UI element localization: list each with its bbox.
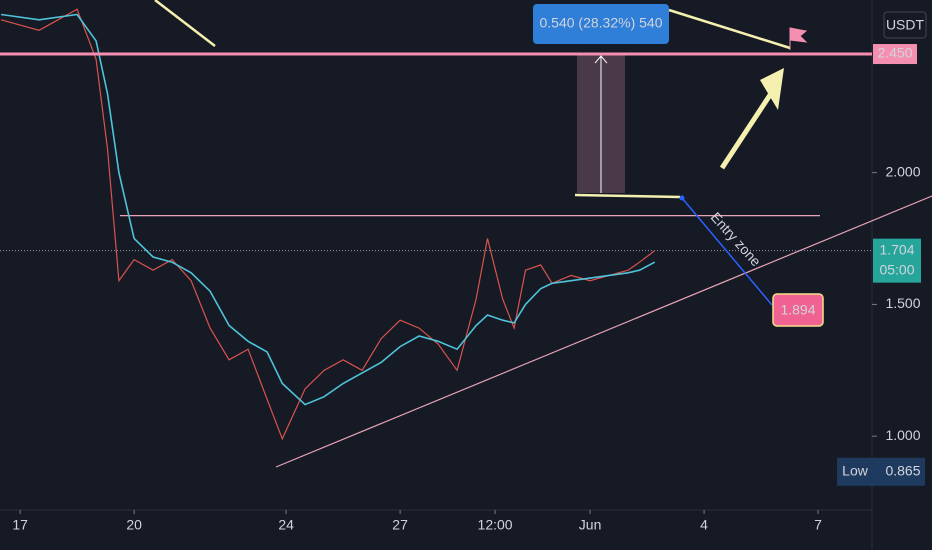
entry-line: [574, 193, 681, 199]
arrow-head: [760, 68, 784, 110]
y-tick-label: 2.000: [885, 163, 920, 179]
currency-box: [883, 11, 927, 39]
x-tick-label: Jun: [579, 517, 602, 533]
low-box: [837, 457, 873, 486]
currency: USDT: [886, 17, 925, 33]
entry-label: 1.894: [780, 302, 815, 318]
trendline: [275, 195, 932, 468]
target-label: 2.450: [877, 45, 912, 61]
measure-label-box: [533, 4, 669, 44]
x-tick-label: 4: [700, 517, 708, 533]
drawing-line: [668, 8, 791, 50]
y-tick-label: 1.000: [885, 427, 920, 443]
low-text: Low: [842, 462, 869, 478]
entry-label-box: [772, 293, 824, 327]
y-tick-label: 1.500: [885, 295, 920, 311]
x-tick-label: 12:00: [478, 517, 513, 533]
x-tick-label: 20: [126, 517, 142, 533]
flag: [789, 27, 808, 50]
last-price: 1.704: [879, 241, 914, 257]
target-box: [873, 44, 917, 65]
entry-zone-line: [681, 197, 773, 306]
x-tick-label: 27: [392, 517, 408, 533]
drawing-line: [154, 0, 216, 47]
x-tick-label: 7: [814, 517, 822, 533]
x-tick-label: 17: [12, 517, 28, 533]
arrow-shaft: [719, 93, 773, 170]
last-price-box: [873, 238, 921, 283]
x-tick-label: 24: [278, 517, 294, 533]
low-value-box: [873, 457, 925, 486]
moving-average: [0, 13, 656, 406]
low-value: 0.865: [885, 462, 920, 478]
measure-arrowhead: [594, 55, 608, 64]
countdown: 05:00: [879, 261, 914, 277]
measure-label: 0.540 (28.32%) 540: [540, 15, 663, 31]
anchor: [679, 195, 685, 201]
